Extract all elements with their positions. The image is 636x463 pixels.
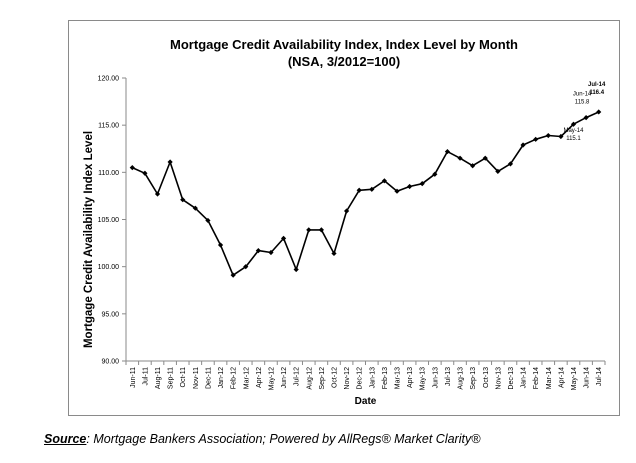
data-point [230, 272, 236, 278]
x-tick-label: Jun-14 [584, 367, 591, 389]
data-point [507, 161, 514, 167]
source-line: Source: Mortgage Bankers Association; Po… [44, 432, 480, 446]
data-point [570, 121, 577, 127]
data-point [205, 217, 211, 224]
data-point [470, 163, 476, 169]
data-point [545, 132, 551, 139]
x-tick-label: Feb-13 [382, 367, 389, 389]
y-tick-label: 105.00 [98, 217, 120, 224]
x-tick-label: May-12 [268, 367, 275, 390]
x-tick-label: Jun-13 [432, 367, 439, 389]
data-point [268, 249, 274, 256]
data-point [331, 250, 337, 257]
data-point [419, 181, 425, 187]
data-point [444, 148, 451, 155]
chart-frame: Mortgage Credit Availability Index, Inde… [68, 20, 620, 416]
x-tick-label: Nov-11 [193, 367, 200, 389]
data-point [154, 191, 161, 197]
x-tick-label: Aug-13 [458, 367, 465, 390]
data-point [596, 109, 602, 115]
x-tick-label: Apr-12 [256, 367, 263, 388]
y-tick-label: 90.00 [101, 359, 119, 366]
y-tick-label: 115.00 [98, 123, 119, 130]
line-chart: Mortgage Credit Availability Index, Inde… [83, 37, 606, 407]
data-point [129, 165, 135, 171]
data-point [407, 183, 413, 190]
y-tick-label: 120.00 [98, 76, 120, 83]
x-tick-label: May-13 [420, 367, 427, 390]
data-point [142, 170, 148, 176]
data-point [457, 155, 463, 161]
x-tick-label: Dec-13 [508, 367, 515, 390]
x-tick-label: Jan-12 [218, 367, 225, 389]
x-tick-label: Nov-13 [495, 367, 502, 390]
data-point [482, 155, 488, 161]
annotation-value: 115.8 [575, 100, 590, 106]
data-point [381, 178, 388, 184]
data-point [192, 205, 198, 211]
x-tick-label: Jul-14 [596, 367, 603, 386]
x-tick-label: Apr-13 [407, 367, 414, 388]
annotation-value: 116.4 [589, 90, 604, 96]
data-point [356, 187, 362, 193]
x-tick-label: Feb-14 [533, 367, 540, 389]
x-tick-label: Sep-13 [470, 367, 477, 390]
x-tick-label: Feb-12 [231, 367, 238, 389]
annotation-label: Jun-14 [573, 92, 592, 98]
data-point [167, 159, 173, 165]
data-point [318, 227, 324, 233]
x-tick-label: Jun-12 [281, 367, 288, 389]
x-tick-label: Jan-13 [369, 367, 376, 389]
x-tick-label: Apr-14 [558, 367, 565, 388]
data-point [343, 208, 350, 214]
data-point [533, 136, 539, 142]
x-tick-label: Aug-12 [306, 367, 313, 390]
x-tick-label: Oct-13 [483, 367, 490, 388]
source-text: : Mortgage Bankers Association; Powered … [86, 432, 481, 446]
x-tick-label: Jul-12 [294, 367, 301, 386]
x-tick-label: Oct-12 [331, 367, 338, 388]
x-tick-label: Mar-13 [395, 367, 402, 389]
data-point [520, 142, 526, 148]
x-tick-label: Oct-11 [180, 367, 187, 388]
x-tick-label: Sep-11 [168, 367, 175, 389]
data-point [306, 227, 312, 233]
annotation-label: May-14 [563, 128, 584, 134]
y-axis-title: Mortgage Credit Availability Index Level [83, 131, 95, 348]
chart-subtitle: (NSA, 3/2012=100) [288, 54, 400, 69]
data-point [180, 197, 186, 203]
x-tick-label: Dec-12 [357, 367, 364, 390]
annotation-value: 115.1 [566, 136, 581, 142]
annotation-label: Jul-14 [588, 82, 606, 88]
x-tick-label: Aug-11 [155, 367, 162, 389]
x-tick-label: Jul-13 [445, 367, 452, 386]
data-point [394, 188, 400, 194]
x-tick-label: Mar-14 [546, 367, 553, 389]
data-point [432, 171, 438, 177]
x-tick-label: Jun-11 [130, 367, 137, 388]
chart-title: Mortgage Credit Availability Index, Inde… [170, 37, 518, 52]
y-tick-label: 110.00 [98, 170, 119, 177]
x-tick-label: Jul-11 [142, 367, 149, 386]
data-point [293, 266, 299, 273]
x-tick-label: Dec-11 [205, 367, 212, 389]
y-tick-label: 100.00 [98, 264, 120, 271]
data-point [583, 115, 589, 121]
source-label: Source [44, 432, 87, 446]
x-tick-label: Nov-12 [344, 367, 351, 390]
x-tick-label: Mar-12 [243, 367, 250, 389]
x-tick-label: May-14 [571, 367, 578, 390]
x-tick-label: Jan-14 [521, 367, 528, 389]
y-tick-label: 95.00 [101, 311, 119, 318]
data-point [217, 242, 224, 248]
series-line [131, 111, 600, 276]
x-axis-title: Date [355, 396, 377, 407]
data-point [369, 186, 375, 192]
data-point [495, 168, 501, 174]
data-point [558, 133, 564, 140]
data-point [280, 235, 287, 241]
x-tick-label: Sep-12 [319, 367, 326, 390]
